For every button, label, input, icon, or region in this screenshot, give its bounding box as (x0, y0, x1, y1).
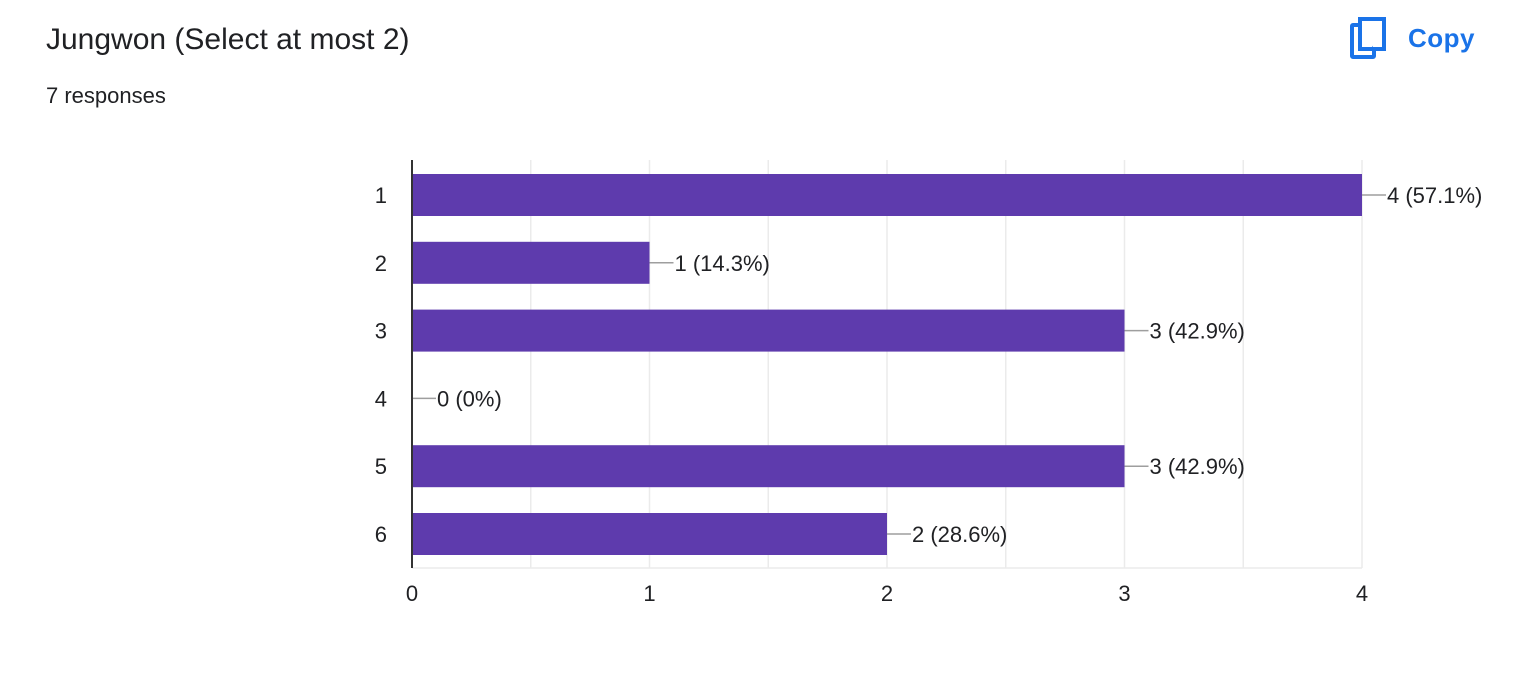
x-tick-label: 1 (643, 581, 655, 606)
copy-icon-front-fill (1358, 17, 1386, 51)
category-label: 6 (375, 522, 387, 547)
x-tick-label: 0 (406, 581, 418, 606)
bar (412, 513, 887, 555)
copy-button[interactable]: Copy (1340, 12, 1485, 64)
data-label: 3 (42.9%) (1150, 454, 1245, 479)
category-label: 3 (375, 319, 387, 344)
copy-icon (1350, 17, 1386, 59)
bar (412, 309, 1125, 352)
category-label: 5 (375, 454, 387, 479)
data-label: 0 (0%) (437, 386, 502, 411)
data-label: 2 (28.6%) (912, 522, 1007, 547)
category-label: 4 (375, 386, 387, 411)
response-count: 7 responses (46, 83, 166, 108)
data-label: 3 (42.9%) (1150, 319, 1245, 344)
copy-label: Copy (1408, 22, 1475, 53)
x-tick-label: 3 (1118, 581, 1130, 606)
category-label: 1 (375, 183, 387, 208)
category-label: 2 (375, 251, 387, 276)
bar (412, 445, 1125, 488)
bar (412, 174, 1362, 216)
data-label: 1 (14.3%) (675, 251, 770, 276)
bar (412, 241, 650, 284)
x-tick-label: 2 (881, 581, 893, 606)
chart-title: Jungwon (Select at most 2) (46, 23, 410, 56)
x-tick-label: 4 (1356, 581, 1368, 606)
data-label: 4 (57.1%) (1387, 183, 1482, 208)
